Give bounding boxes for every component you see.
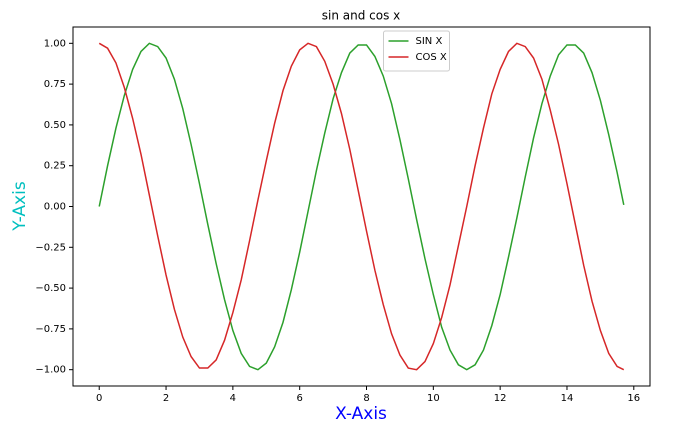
y-tick-label: 0.75 xyxy=(44,79,66,90)
x-axis-label: X-Axis xyxy=(335,404,387,424)
x-tick-label: 10 xyxy=(427,393,440,404)
x-tick-label: 14 xyxy=(561,393,574,404)
line-series xyxy=(98,42,625,371)
x-tick-label: 12 xyxy=(494,393,507,404)
legend-label: COS X xyxy=(416,52,447,63)
x-tick-label: 2 xyxy=(163,393,169,404)
line-series xyxy=(98,42,625,371)
x-tick-label: 16 xyxy=(627,393,640,404)
chart-title: sin and cos x xyxy=(322,9,401,23)
y-tick-label: −0.75 xyxy=(35,324,66,335)
x-tick-label: 6 xyxy=(297,393,303,404)
y-tick-label: 0.50 xyxy=(44,120,66,131)
y-tick-label: −0.50 xyxy=(35,283,66,294)
y-tick-label: 1.00 xyxy=(44,38,66,49)
legend-label: SIN X xyxy=(416,36,443,47)
y-tick-label: −0.25 xyxy=(35,242,66,253)
y-tick-label: 0.25 xyxy=(44,161,66,172)
y-axis-label: Y-Axis xyxy=(10,181,30,232)
x-tick-label: 8 xyxy=(363,393,369,404)
x-tick-label: 4 xyxy=(230,393,236,404)
y-tick-label: −1.00 xyxy=(35,365,66,376)
x-tick-label: 0 xyxy=(96,393,102,404)
y-tick-label: 0.00 xyxy=(44,202,66,213)
